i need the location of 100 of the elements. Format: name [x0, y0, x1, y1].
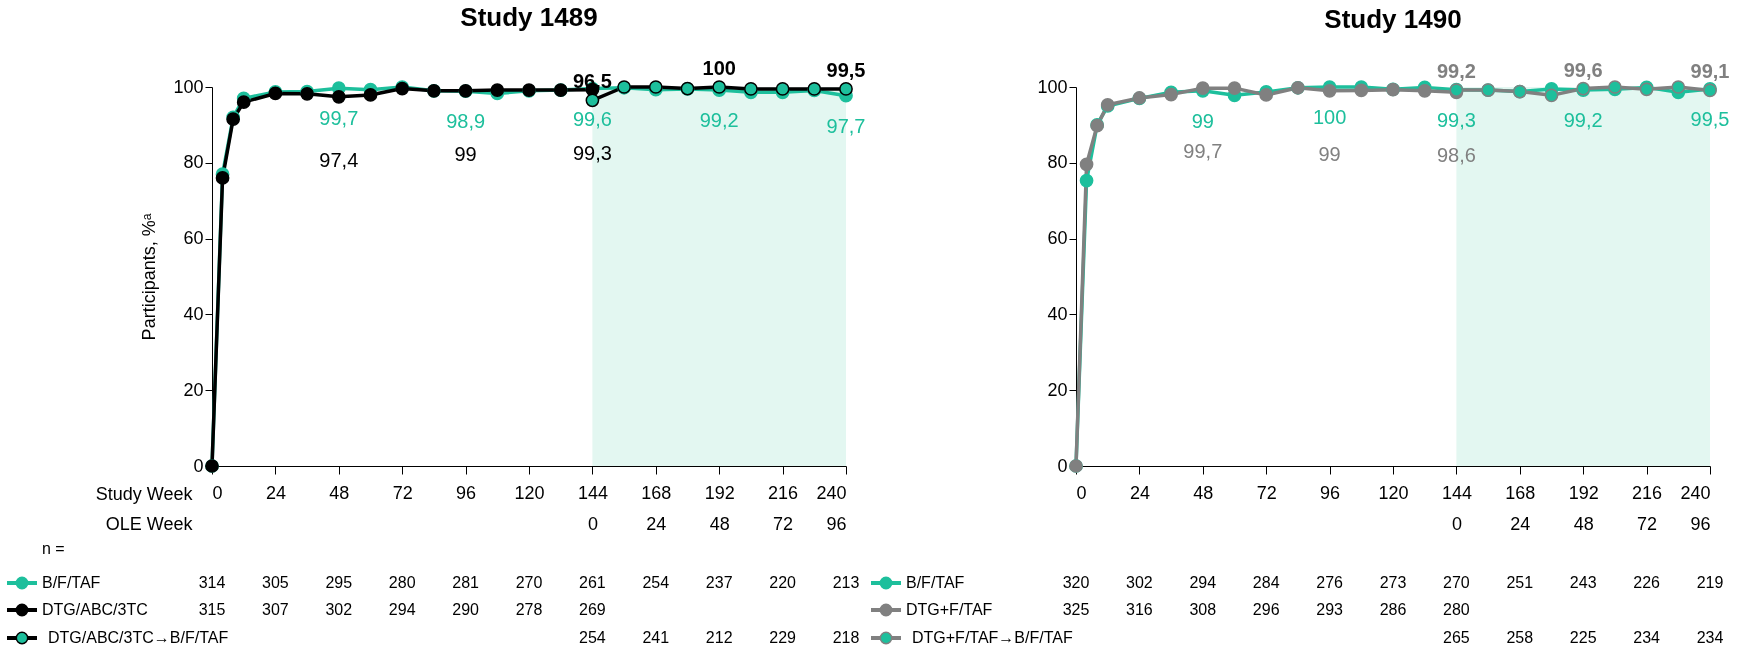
data-label: 99,3: [572, 141, 612, 164]
text: 295: [325, 574, 353, 591]
data-label: 99,6: [572, 107, 612, 130]
x2-axis-title: OLE Week: [105, 513, 194, 534]
x-tick-label: 120: [514, 482, 545, 503]
text: 226: [1633, 574, 1661, 591]
text: 280: [1443, 601, 1470, 618]
chart-title: Study 1490: [1324, 3, 1462, 34]
x2-tick-label: 0: [1451, 513, 1462, 534]
text: 258: [1506, 629, 1534, 646]
data-label: 99,1: [1690, 60, 1730, 83]
y-tick-label: 60: [183, 228, 204, 249]
data-label: 99,2: [1563, 109, 1603, 132]
x-tick-label: 96: [1320, 482, 1341, 503]
x2-tick-label: 0: [587, 513, 598, 534]
text: 243: [1569, 574, 1597, 591]
x-tick-label: 0: [1076, 482, 1087, 503]
text: 325: [1062, 601, 1090, 618]
text: 241: [642, 629, 670, 646]
data-label: 99: [1191, 109, 1214, 132]
data-label: 100: [1312, 106, 1347, 128]
data-label: 98,9: [446, 110, 486, 133]
y-tick-label: 0: [1057, 455, 1068, 476]
data-label: 99,3: [1436, 108, 1476, 131]
text: 234: [1696, 629, 1724, 646]
text: 273: [1379, 574, 1407, 591]
x2-tick-label: 72: [1637, 513, 1658, 534]
data-label: 99: [454, 142, 477, 165]
text: 276: [1316, 574, 1344, 591]
data-label: 99,7: [1183, 140, 1223, 163]
x-tick-label: 192: [704, 482, 735, 503]
x2-tick-label: 24: [646, 513, 667, 534]
y-tick-label: 100: [1037, 76, 1068, 97]
x2-tick-label: 96: [826, 513, 847, 534]
text: 302: [1126, 574, 1153, 591]
text: 293: [1316, 601, 1344, 618]
x2-tick-label: 48: [1573, 513, 1594, 534]
text: 294: [388, 601, 416, 618]
text: 219: [1696, 574, 1724, 591]
chart-title: Study 1489: [460, 2, 598, 32]
data-label: 97,7: [826, 114, 866, 137]
x2-tick-label: 96: [1690, 513, 1711, 534]
text: 315: [198, 601, 226, 618]
text: 254: [642, 574, 670, 591]
text: 280: [388, 574, 416, 591]
legend-label: B/F/TAF: [906, 574, 965, 591]
y-axis-title: Participants, %ᵃ: [139, 213, 160, 341]
text: 254: [579, 629, 606, 646]
x-tick-label: 72: [1256, 482, 1277, 503]
text: 314: [198, 574, 226, 591]
x-tick-label: 144: [1441, 482, 1472, 503]
text: 220: [769, 574, 797, 591]
data-label: 99,5: [826, 58, 866, 81]
text: 237: [705, 574, 733, 591]
x2-tick-label: 72: [773, 513, 794, 534]
text: 261: [579, 574, 606, 591]
text: 218: [832, 629, 860, 646]
text: 281: [452, 574, 480, 591]
data-label: 99,7: [319, 107, 359, 130]
data-label: 99,2: [1436, 60, 1476, 83]
x-tick-label: 240: [816, 482, 847, 503]
x-tick-label: 24: [265, 482, 286, 503]
x-tick-label: 48: [329, 482, 350, 503]
x-tick-label: 216: [1632, 482, 1663, 503]
text: 212: [705, 629, 733, 646]
legend-label: DTG+F/TAF: [906, 601, 993, 618]
text: 270: [515, 574, 543, 591]
x2-tick-label: 48: [709, 513, 730, 534]
text: 229: [769, 629, 797, 646]
data-label: 100: [702, 57, 736, 79]
y-tick-label: 0: [193, 455, 204, 476]
x-tick-label: 168: [1505, 482, 1536, 503]
text: 305: [262, 574, 289, 591]
text: 316: [1126, 601, 1153, 618]
data-label: 99,5: [1690, 107, 1730, 130]
text: 286: [1379, 601, 1407, 618]
text: 290: [452, 601, 480, 618]
text: 284: [1252, 574, 1280, 591]
text: 278: [515, 601, 543, 618]
x-tick-label: 144: [577, 482, 608, 503]
text: 225: [1569, 629, 1597, 646]
data-label: 99,2: [699, 109, 739, 132]
x-tick-label: 24: [1129, 482, 1150, 503]
text: 302: [325, 601, 353, 618]
x-tick-label: 48: [1193, 482, 1214, 503]
x-tick-label: 96: [456, 482, 477, 503]
x-tick-label: 120: [1378, 482, 1409, 503]
y-tick-label: 80: [1047, 152, 1068, 173]
text: 213: [832, 574, 860, 591]
y-tick-label: 60: [1047, 228, 1068, 249]
x-tick-label: 240: [1680, 482, 1711, 503]
y-tick-label: 100: [173, 76, 204, 97]
x2-tick-label: 24: [1510, 513, 1531, 534]
y-tick-label: 80: [183, 152, 204, 173]
text: 234: [1633, 629, 1661, 646]
data-label: 99: [1318, 142, 1341, 165]
y-tick-label: 20: [183, 379, 204, 400]
data-label: 98,6: [1436, 144, 1476, 167]
legend-label: DTG+F/TAF→B/F/TAF: [912, 629, 1073, 646]
legend-label: DTG/ABC/3TC→B/F/TAF: [48, 629, 229, 646]
